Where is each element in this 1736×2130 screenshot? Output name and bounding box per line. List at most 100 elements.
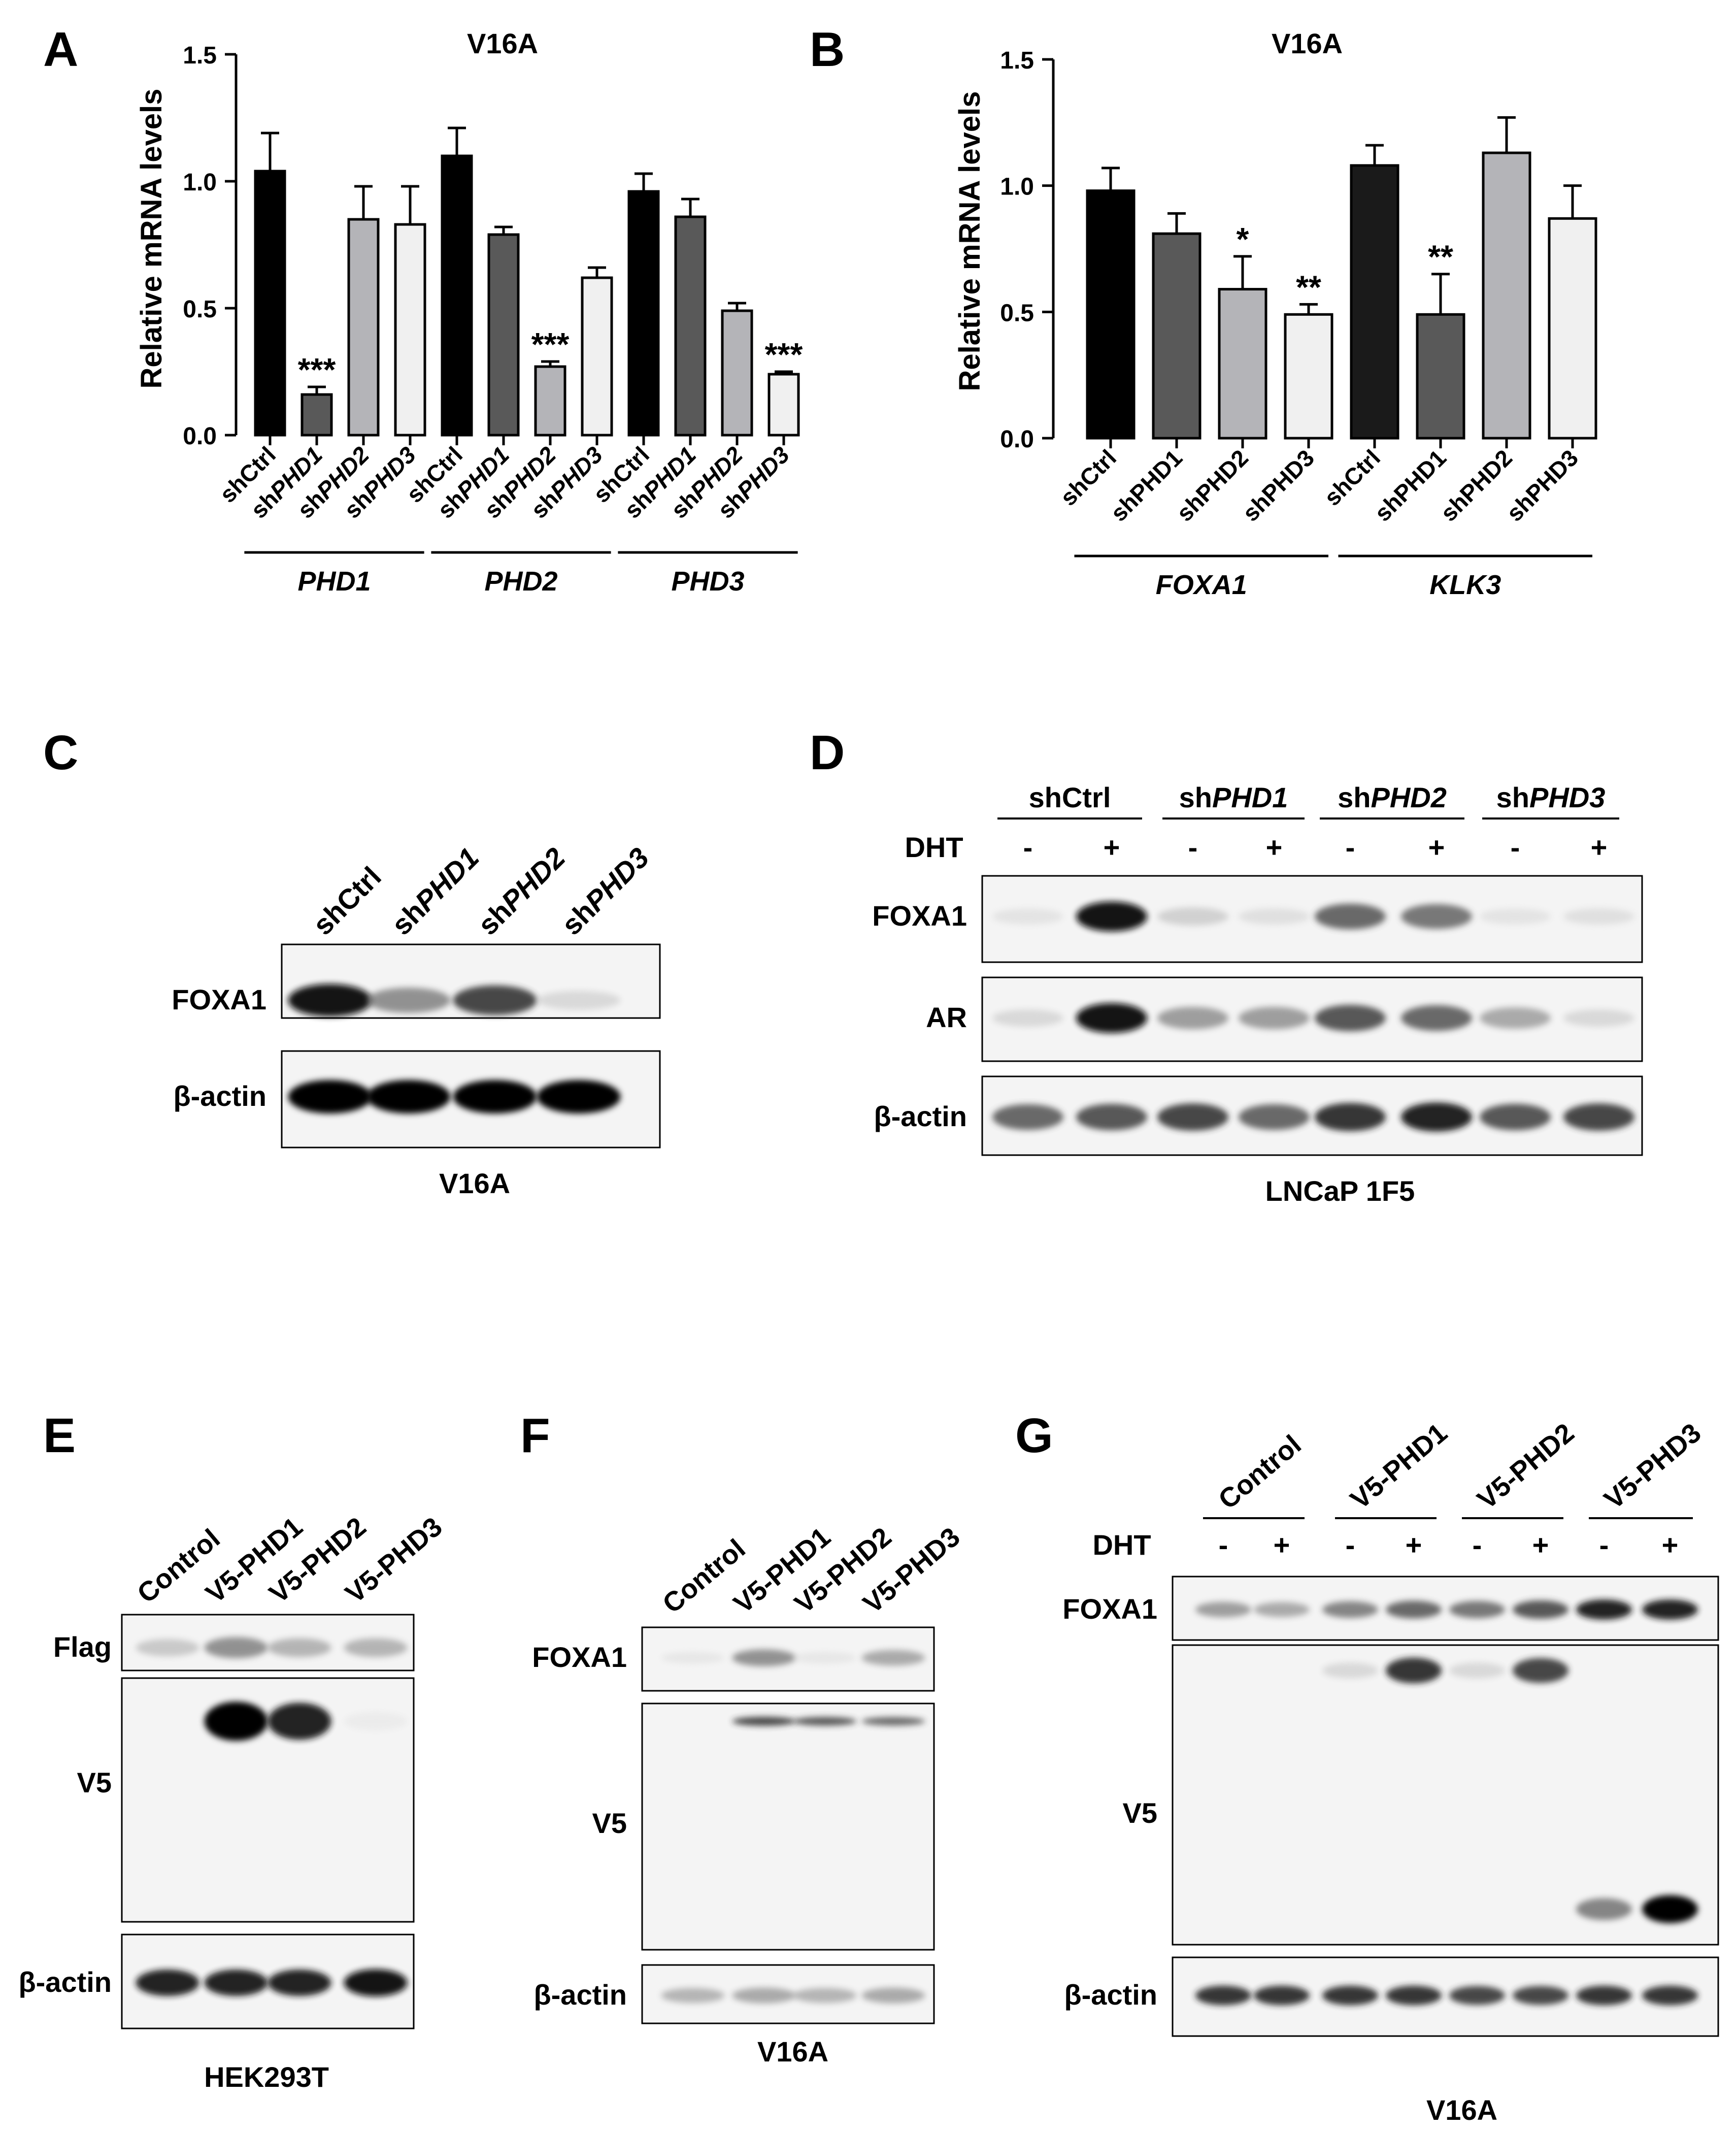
panel-g-treatment-mark: + (1532, 1529, 1549, 1561)
panel-c-lane-label: shPHD3 (555, 841, 655, 941)
chart-a-significance: *** (765, 336, 803, 373)
panel-d-blot-label: β-actin (874, 1100, 967, 1132)
chart-b-x-tick-label-suffix: PHD2 (1191, 444, 1254, 507)
panel-f-band (793, 1988, 857, 2003)
chart-b-y-tick-label: 1.0 (1000, 174, 1034, 201)
panel-c-lane-label: shCtrl (307, 861, 387, 941)
panel-d-group-label: shPHD3 (1496, 781, 1606, 813)
panel-f-blot-label: V5 (592, 1807, 627, 1839)
chart-a-y-tick-label: 1.5 (183, 42, 217, 69)
chart-a-y-tick-label: 1.0 (183, 169, 217, 196)
panel-g-group-label: V5-PHD1 (1345, 1418, 1453, 1516)
panel-c-band (453, 985, 537, 1015)
panel-letter-b: B (810, 22, 845, 77)
panel-g-band (1386, 1985, 1442, 2006)
chart-b-y-tick-label: 0.5 (1000, 300, 1034, 326)
chart-b-bar (1284, 313, 1333, 440)
chart-b-bar (1086, 189, 1136, 440)
panel-letter-g: G (1015, 1408, 1053, 1463)
panel-g-band (1386, 1657, 1442, 1684)
panel-c-band (537, 991, 621, 1010)
panel-e-band (344, 1638, 408, 1657)
panel-d-group-label-suffix: PHD1 (1212, 781, 1288, 813)
panel-g-treatment-mark: + (1274, 1529, 1290, 1561)
chart-b-x-tick-label: shCtrl (1319, 444, 1385, 511)
panel-d-band (1315, 903, 1386, 930)
panel-letter-a: A (43, 22, 78, 77)
panel-g-band (1195, 1985, 1251, 2006)
panel-d-band (1239, 1104, 1310, 1130)
panel-g-treatment-mark: + (1662, 1529, 1679, 1561)
chart-b-x-tick-label: shPHD3 (1501, 444, 1584, 527)
panel-e-band (344, 1969, 408, 1996)
blot-panel-g: Control V5-PHD1 V5-PHD2 V5-PHD3 - + - + - + - + FOXA… (1062, 1418, 1719, 2037)
panel-e-band (268, 1702, 331, 1740)
panel-e-blot-label: β-actin (18, 1966, 112, 1998)
panel-d-band (1563, 908, 1634, 925)
chart-b-bar (1350, 164, 1399, 440)
panel-g-blot-label: β-actin (1064, 1979, 1157, 2011)
chart-a-bar (347, 218, 380, 437)
panel-g-band (1449, 1662, 1505, 1679)
panel-g-group-label: V5-PHD3 (1598, 1418, 1707, 1516)
chart-b: 0.00.51.01.5shCtrlshPHD1*shPHD2**shPHD3F… (1000, 47, 1597, 600)
panel-d-treatment-mark: + (1591, 831, 1608, 863)
panel-c-band (537, 1080, 621, 1113)
panel-c-band (288, 1080, 372, 1113)
panel-d-group-label-prefix: sh (1029, 781, 1062, 813)
panel-d-treatment-mark: - (1023, 831, 1033, 863)
panel-d-band (992, 1104, 1063, 1130)
panel-d-cell-line: LNCaP 1F5 (1265, 1175, 1415, 1207)
panel-e-band (204, 1701, 268, 1741)
chart-b-x-tick-label-suffix: PHD3 (1257, 444, 1320, 507)
chart-a-y-tick-label: 0.5 (183, 296, 217, 323)
chart-a-significance: *** (298, 351, 336, 388)
panel-c-band (453, 1080, 537, 1113)
panel-g-band (1254, 1602, 1310, 1617)
panel-g-treatment-mark: - (1219, 1529, 1228, 1561)
chart-a-x-tick-label-suffix: PHD3 (732, 441, 795, 504)
panel-g-band (1322, 1662, 1378, 1679)
panel-d-band (1563, 1103, 1634, 1131)
panel-g-cell-line: V16A (1426, 2094, 1497, 2126)
panel-c-blot-label: β-actin (173, 1080, 266, 1112)
panel-d-treatment-mark: + (1266, 831, 1283, 863)
panel-c-lane-label: shPHD2 (472, 841, 571, 941)
chart-b-bar (1218, 288, 1267, 440)
chart-b-x-tick-label: shPHD2 (1435, 444, 1518, 527)
panel-f-cell-line: V16A (757, 2036, 828, 2068)
chart-b-bar (1416, 313, 1465, 440)
panel-e-band (268, 1970, 331, 1996)
chart-a-bar (767, 373, 800, 437)
panel-g-band (1322, 1601, 1378, 1618)
panel-e-band (268, 1638, 331, 1657)
chart-b-x-tick-label: shPHD1 (1106, 444, 1188, 527)
panel-d-treatment-mark: + (1428, 831, 1445, 863)
panel-g-treatment-mark: - (1346, 1529, 1355, 1561)
panel-f-band (732, 1649, 796, 1666)
panel-g-band (1195, 1601, 1251, 1618)
panel-letter-f: F (520, 1408, 550, 1463)
panel-f-band (793, 1717, 857, 1726)
chart-a-group-label: PHD3 (671, 566, 744, 597)
panel-g-band (1254, 1985, 1310, 2006)
panel-g-group-label: V5-PHD2 (1472, 1418, 1580, 1516)
panel-g-band (1642, 1895, 1698, 1923)
panel-e-blot-label: Flag (53, 1631, 112, 1663)
chart-b-bar (1482, 151, 1531, 440)
panel-d-band (1157, 1007, 1228, 1029)
panel-c-lane-label-suffix: PHD1 (409, 841, 485, 917)
panel-d-group-label-suffix: Ctrl (1062, 781, 1111, 813)
panel-f-band (661, 1988, 725, 2003)
panel-d-band (1157, 1103, 1228, 1131)
panel-d-band (1480, 1007, 1551, 1029)
blot-panel-f: ControlV5-PHD1V5-PHD2V5-PHD3FOXA1V5β-act… (532, 1522, 965, 2024)
panel-d-band (1401, 904, 1472, 929)
chart-a-bar (487, 233, 520, 437)
panel-e-band (204, 1970, 268, 1996)
panel-d-band (1401, 1102, 1472, 1132)
panel-d-band (1076, 901, 1147, 932)
chart-a-bar (627, 190, 660, 437)
panel-d-band (1239, 1007, 1310, 1029)
